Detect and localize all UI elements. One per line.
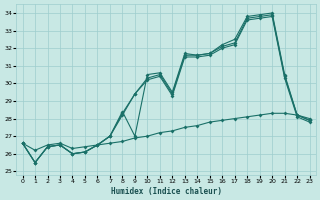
X-axis label: Humidex (Indice chaleur): Humidex (Indice chaleur) (111, 187, 221, 196)
